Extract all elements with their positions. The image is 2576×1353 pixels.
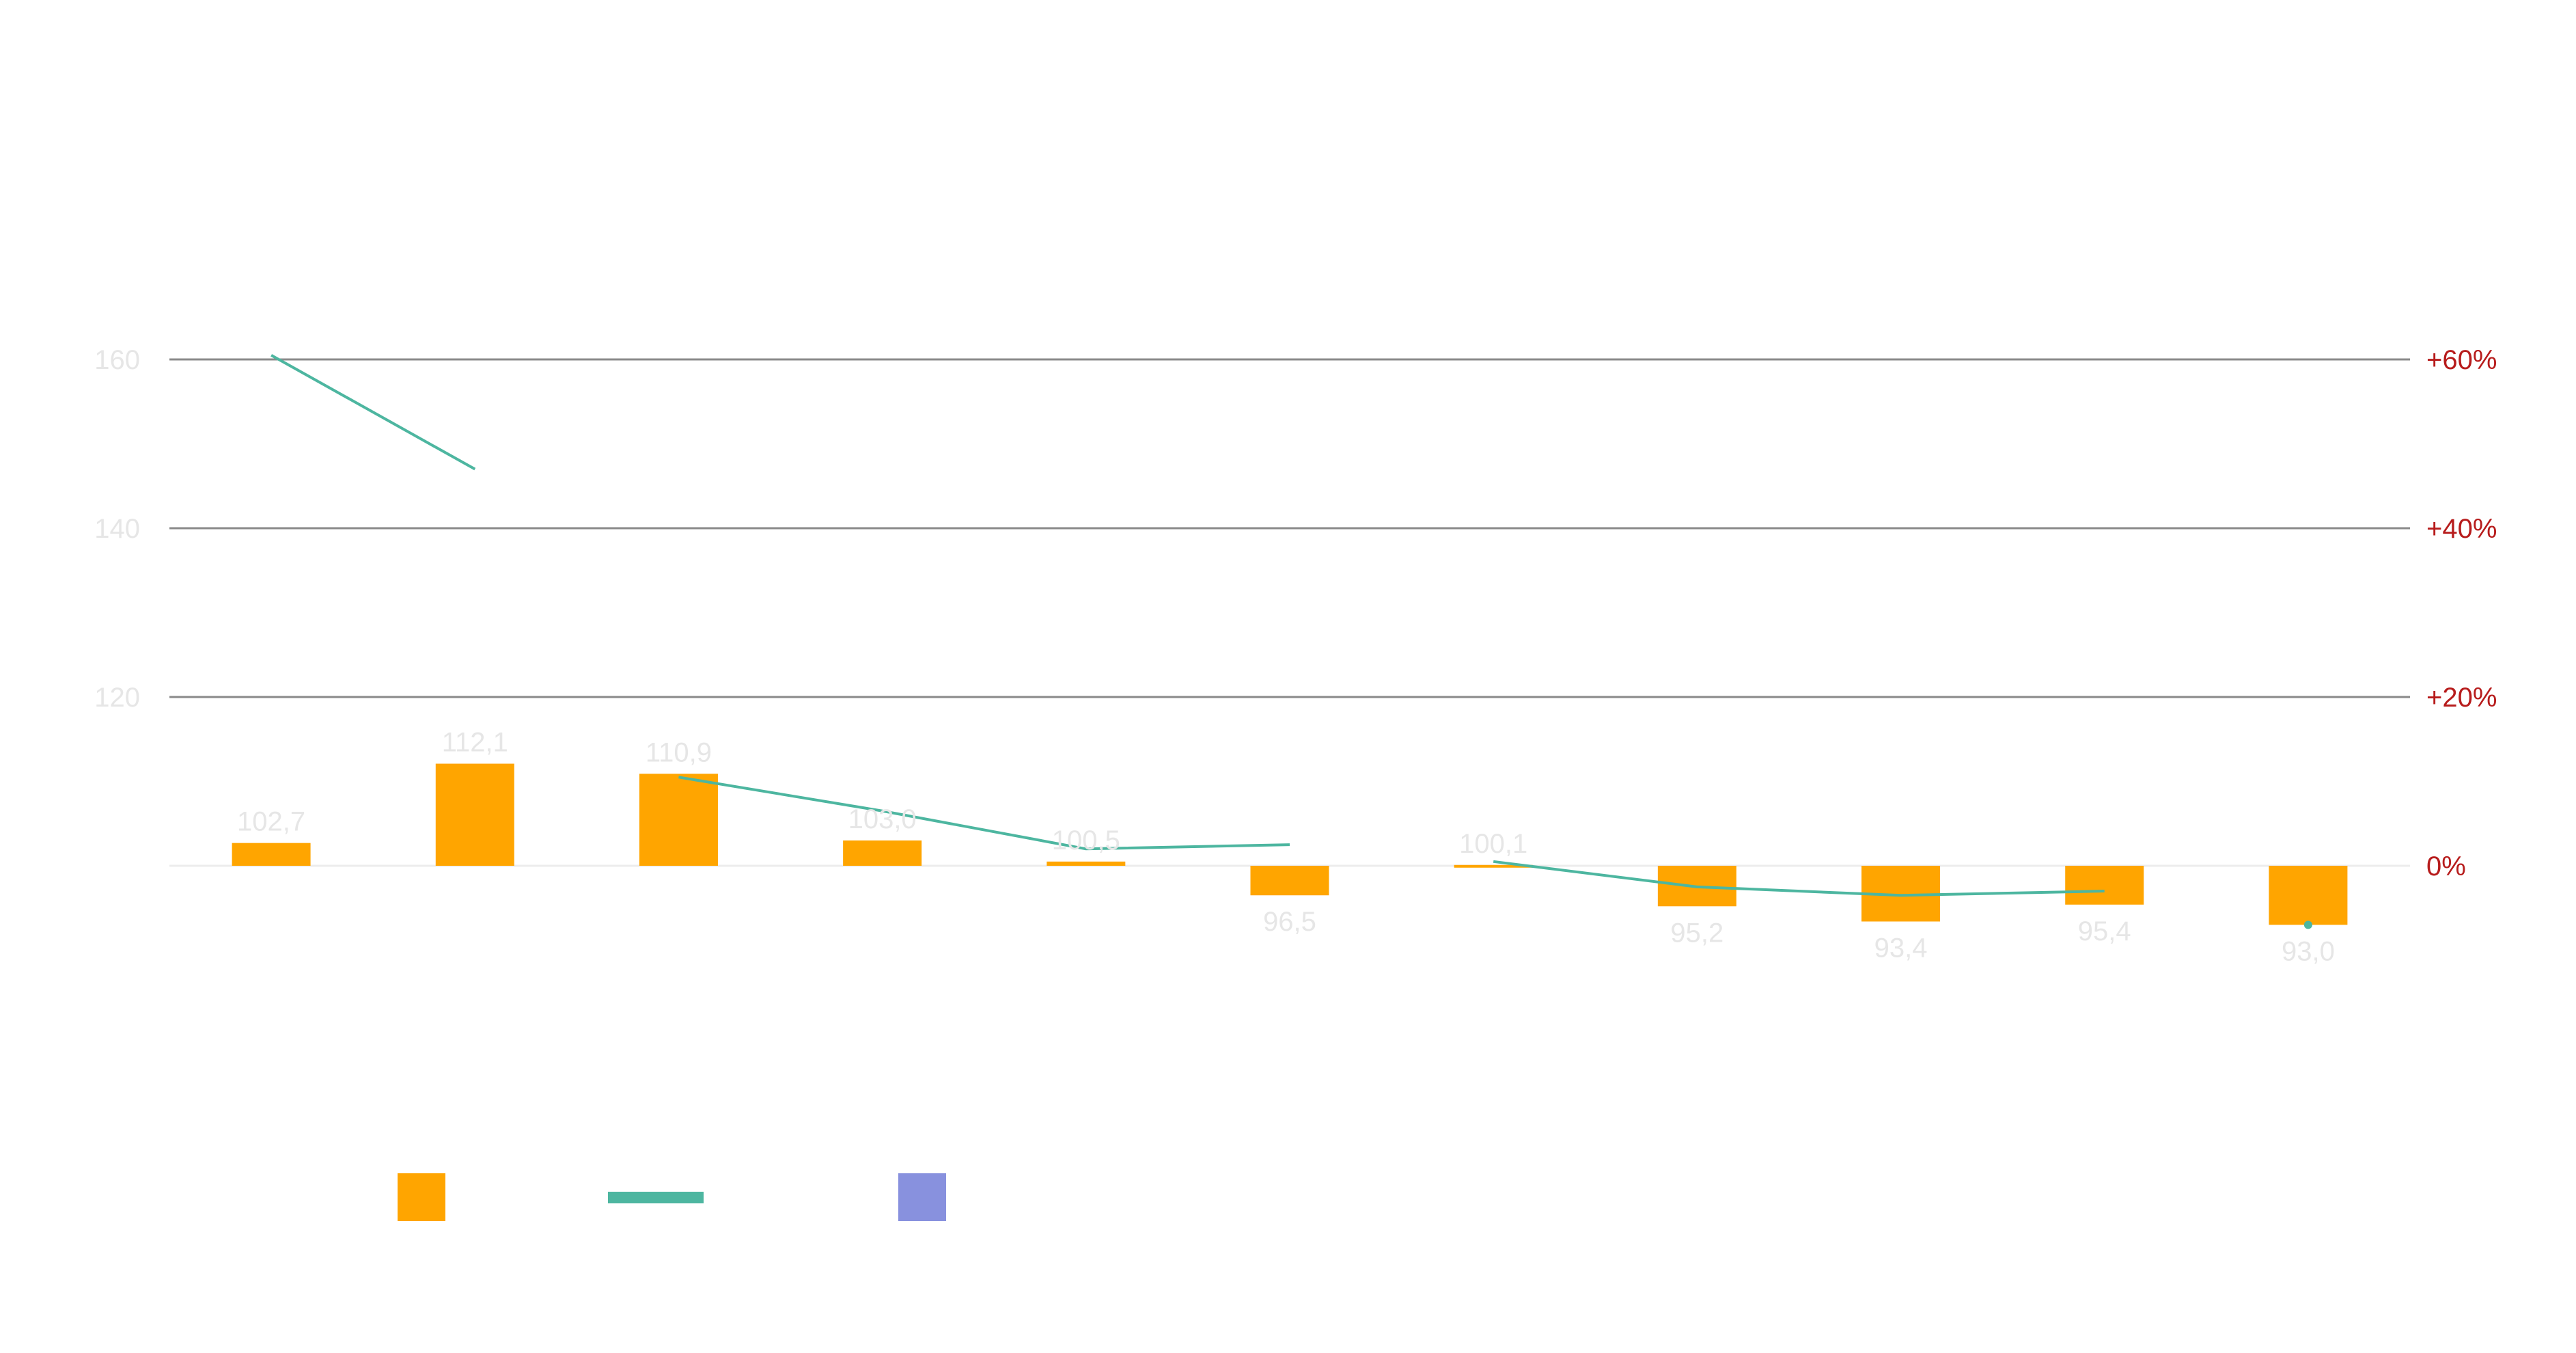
left-tick-label-120: 120: [94, 683, 140, 713]
bar-6: [1250, 866, 1329, 896]
left-tick-label-160: 160: [94, 345, 140, 375]
data-labels: 102,7 112,1 110,9 103,0 100,5 96,5 100,1 95,2 93…: [237, 728, 2335, 967]
line-segment-2: [1493, 860, 2105, 897]
bar-series: [232, 763, 2348, 925]
line-segment-0: [271, 354, 476, 471]
bar-10: [2065, 866, 2144, 905]
bar-3: [639, 774, 718, 866]
bar-4: [843, 840, 922, 866]
line-series: [271, 354, 2312, 929]
data-label-8: 95,2: [1670, 918, 1723, 948]
legend-swatch-0: [398, 1173, 445, 1221]
legend-swatch-1: [608, 1192, 704, 1203]
bar-11: [2269, 866, 2348, 925]
data-label-1: 102,7: [237, 807, 305, 837]
data-label-11: 93,0: [2282, 936, 2335, 966]
right-tick-label-0: 0%: [2426, 851, 2466, 882]
bar-5: [1047, 861, 1126, 866]
data-label-9: 93,4: [1874, 933, 1928, 964]
left-tick-label-140: 140: [94, 514, 140, 544]
data-label-4: 103,0: [848, 804, 917, 834]
line-point-3: [2303, 920, 2312, 929]
right-tick-label-20: +20%: [2426, 683, 2497, 713]
right-tick-label-40: +40%: [2426, 514, 2497, 544]
data-label-7: 100,1: [1459, 829, 1527, 859]
left-axis: 120 140 160: [94, 345, 140, 713]
data-label-3: 110,9: [646, 737, 712, 767]
bar-7: [1454, 864, 1533, 868]
data-label-10: 95,4: [2078, 916, 2131, 946]
data-label-6: 96,5: [1263, 907, 1316, 937]
bar-1: [232, 843, 311, 866]
line-segment-1: [678, 776, 1290, 851]
right-axis: 0% +20% +40% +60%: [2426, 345, 2497, 882]
right-tick-label-60: +60%: [2426, 345, 2497, 375]
legend: [398, 1173, 946, 1221]
data-label-2: 112,1: [442, 728, 508, 758]
legend-swatch-2: [898, 1173, 946, 1221]
bar-2: [435, 763, 514, 866]
data-label-5: 100,5: [1052, 825, 1120, 856]
